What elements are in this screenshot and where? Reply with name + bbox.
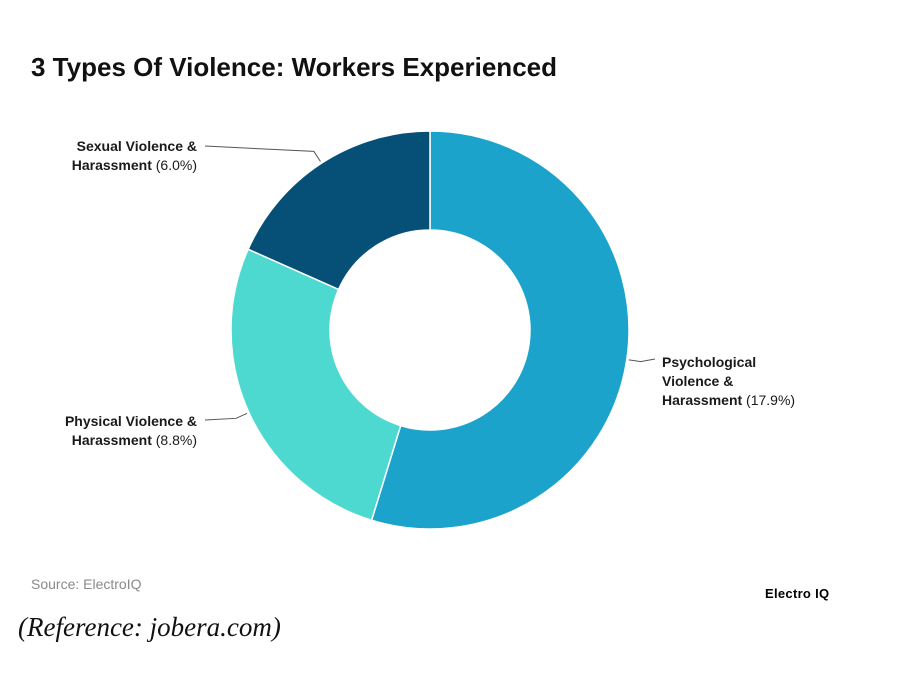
slice-value-label: (6.0%): [152, 157, 197, 173]
donut-slice: [247, 130, 431, 291]
leader-line: [628, 358, 656, 363]
source-note: Source: ElectroIQ: [31, 576, 142, 592]
slice-label: Sexual Violence & Harassment (6.0%): [72, 138, 197, 173]
slice-value-label: (8.8%): [152, 432, 197, 448]
chart-title: 3 Types Of Violence: Workers Experienced: [31, 52, 557, 82]
reference-note: (Reference: jobera.com): [18, 612, 281, 642]
brand-logo: Electro IQ: [765, 586, 830, 601]
donut-slice: [230, 248, 402, 522]
slice-name: Harassment: [72, 157, 152, 173]
leader-line: [204, 412, 248, 421]
leader-line: [204, 145, 321, 162]
slice-name: Harassment: [662, 392, 742, 408]
slice-name: Sexual Violence &: [77, 138, 197, 154]
donut-slice: [370, 130, 630, 530]
slice-label: Psychological Violence & Harassment (17.9%…: [662, 354, 795, 408]
slice-name: Physical Violence &: [65, 413, 197, 429]
slice-label: Physical Violence & Harassment (8.8%): [65, 413, 197, 448]
slice-value-label: (17.9%): [742, 392, 795, 408]
slice-name: Harassment: [72, 432, 152, 448]
slice-name: Violence &: [662, 373, 733, 389]
slice-name: Psychological: [662, 354, 756, 370]
